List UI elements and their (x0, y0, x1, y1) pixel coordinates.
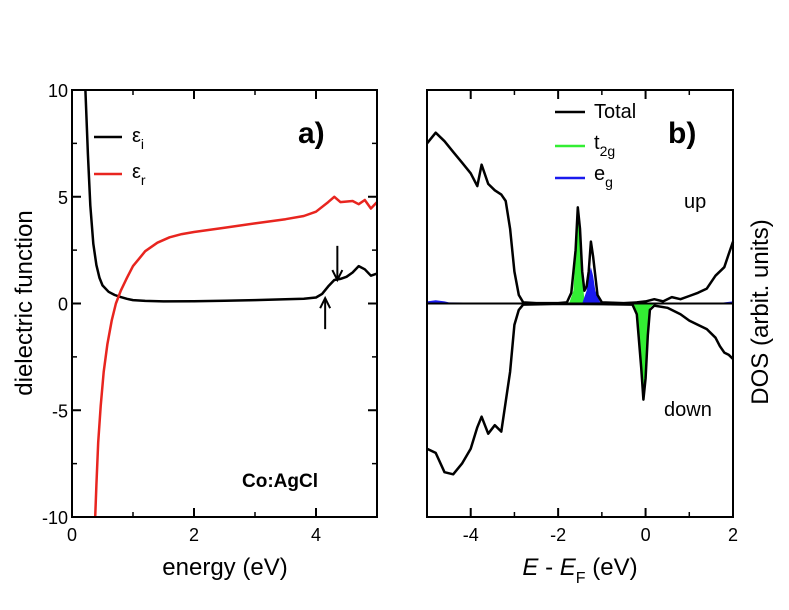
panel-b-xlabel: E - EF (eV) (522, 554, 637, 587)
panel-a-arrows (319, 245, 344, 330)
series-total-up (426, 131, 735, 305)
panel-a-ticks: 0 2 4 -10 -5 0 5 10 (42, 81, 378, 545)
panel-b-tag: b) (668, 117, 696, 150)
x-tick-label: -4 (463, 525, 479, 545)
x-tick-label: 2 (728, 525, 738, 545)
legend-label-epsilon-i: εi (132, 125, 144, 152)
x-tick-label: 2 (189, 525, 199, 545)
legend-label-total: Total (594, 101, 636, 123)
x-tick-label: -2 (550, 525, 566, 545)
legend-label-eg: eg (594, 163, 613, 190)
panel-a-xlabel: energy (eV) (162, 554, 287, 581)
legend-label-epsilon-r: εr (132, 161, 146, 188)
panel-b-frame (426, 89, 734, 518)
x-tick-label: 0 (67, 525, 77, 545)
y-tick-label: -10 (42, 508, 68, 528)
panel-a-tag: a) (298, 117, 325, 150)
spin-down-label: down (664, 399, 712, 421)
y-tick-label: 5 (58, 188, 68, 208)
spin-up-label: up (684, 191, 706, 213)
panel-a: 0 2 4 -10 -5 0 5 10 εi εr a) Co:AgCl energy (eV… (11, 81, 378, 581)
arrow-down-head (331, 269, 344, 283)
legend-label-t2g: t2g (594, 132, 615, 159)
panel-b-ylabel: DOS (arbit. units) (747, 219, 774, 404)
series-line-epsilon-i (84, 89, 378, 303)
material-label: Co:AgCl (242, 471, 318, 492)
y-tick-label: 10 (48, 81, 68, 101)
panel-b: -4 -2 0 2 Total t2g eg b) up down E - EF (e… (426, 89, 774, 587)
x-tick-label: 4 (311, 525, 321, 545)
panel-b-ticks: -4 -2 0 2 (426, 90, 738, 545)
series-line-epsilon-r (93, 195, 378, 518)
panel-a-series (84, 89, 378, 518)
panel-a-frame (71, 89, 378, 518)
x-tick-label: 0 (641, 525, 651, 545)
y-tick-label: 0 (58, 295, 68, 315)
arrow-up-head (319, 295, 332, 309)
y-tick-label: -5 (52, 401, 68, 421)
series-total-down (426, 302, 734, 476)
panel-a-ylabel: dielectric function (11, 210, 38, 395)
